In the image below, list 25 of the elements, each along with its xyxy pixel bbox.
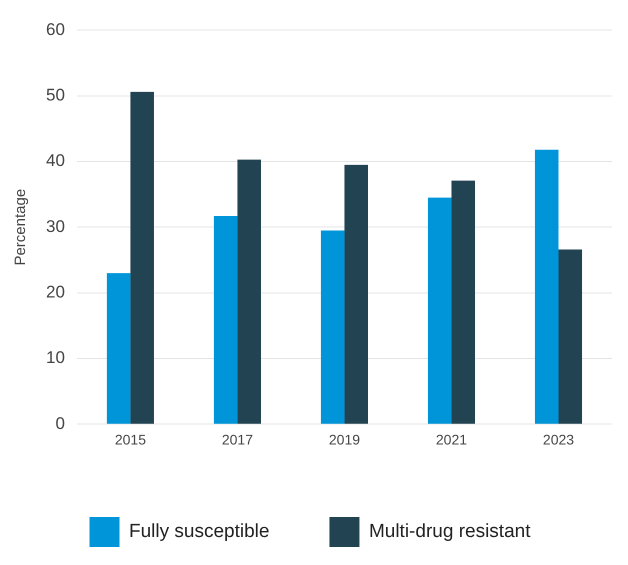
x-tick-label: 2019 bbox=[328, 431, 360, 448]
bar bbox=[320, 230, 344, 424]
bar bbox=[130, 92, 154, 424]
bar bbox=[534, 150, 558, 424]
bar bbox=[106, 273, 130, 424]
x-tick-label: 2015 bbox=[114, 431, 146, 448]
x-tick-label: 2023 bbox=[542, 431, 574, 448]
x-tick-label: 2021 bbox=[436, 431, 468, 448]
y-tick-label: 20 bbox=[46, 282, 65, 302]
x-tick-label: 2017 bbox=[222, 431, 254, 448]
legend-label: Fully susceptible bbox=[128, 521, 270, 542]
bar bbox=[428, 198, 452, 424]
y-tick-label: 50 bbox=[46, 86, 65, 105]
bar bbox=[214, 216, 238, 424]
bar bbox=[237, 160, 261, 424]
y-tick-label: 60 bbox=[46, 20, 65, 39]
y-tick-label: 10 bbox=[46, 348, 65, 368]
y-tick-label: 0 bbox=[55, 414, 65, 433]
y-tick-label: 40 bbox=[46, 151, 65, 170]
bar bbox=[344, 164, 368, 424]
y-tick-label: 30 bbox=[46, 216, 65, 236]
legend-label: Multi-drug resistant bbox=[368, 521, 532, 542]
y-axis-title: Percentage bbox=[12, 188, 30, 266]
bar bbox=[451, 180, 476, 424]
bar bbox=[558, 250, 582, 424]
